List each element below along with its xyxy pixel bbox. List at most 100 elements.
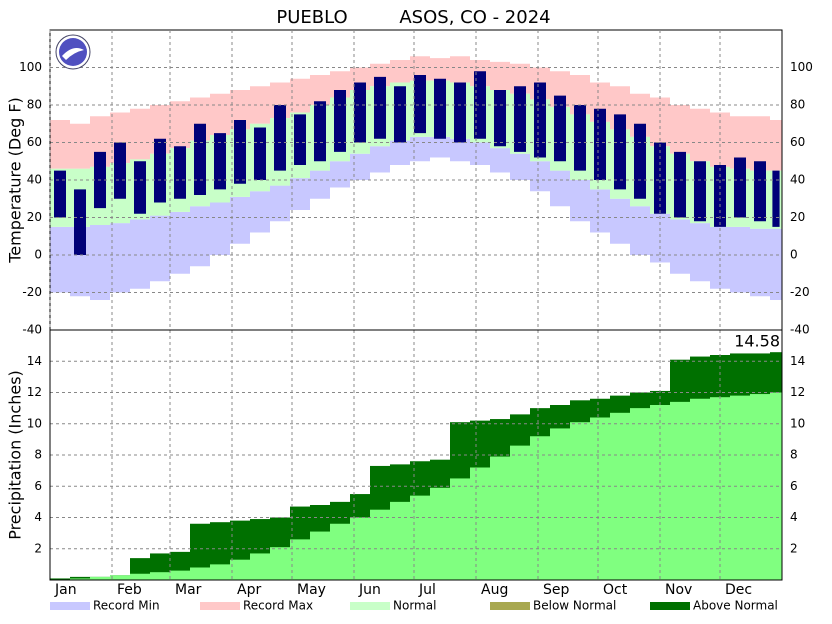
record-min-bar bbox=[530, 161, 550, 192]
noaa-logo bbox=[55, 34, 91, 70]
actual-bar bbox=[354, 82, 366, 143]
actual-bar bbox=[254, 127, 266, 180]
y-tick-label: 8 bbox=[34, 448, 42, 462]
y-tick-label-right: -20 bbox=[790, 285, 810, 299]
actual-bar bbox=[454, 82, 466, 143]
plot-frame bbox=[49, 329, 783, 581]
record-max-bar bbox=[430, 58, 450, 81]
precip-normal bbox=[570, 422, 590, 580]
record-min-bar bbox=[490, 148, 510, 173]
legend-swatch bbox=[200, 602, 240, 610]
record-min-bar bbox=[590, 189, 610, 233]
logo-bird bbox=[62, 48, 84, 60]
precip-normal bbox=[210, 564, 230, 580]
precip-normal bbox=[750, 394, 770, 580]
precip-normal bbox=[410, 495, 430, 580]
x-tick-label: Apr bbox=[237, 582, 261, 598]
station-name: PUEBLO bbox=[276, 7, 347, 28]
precip-normal bbox=[230, 559, 250, 580]
record-min-bar bbox=[770, 228, 782, 300]
record-min-bar bbox=[670, 219, 690, 274]
y-tick-label-right: 80 bbox=[790, 98, 805, 112]
precip-normal bbox=[670, 401, 690, 580]
chart-title: ASOS, CO - 2024 bbox=[399, 7, 550, 28]
actual-bar bbox=[634, 123, 646, 199]
record-min-bar bbox=[450, 138, 470, 162]
record-min-bar bbox=[570, 180, 590, 222]
precip-normal bbox=[470, 467, 490, 580]
x-tick-label: Aug bbox=[481, 582, 508, 598]
record-max-bar bbox=[230, 90, 250, 130]
legend-label: Record Min bbox=[93, 599, 160, 613]
y-tick-label: -20 bbox=[22, 285, 42, 299]
y-axis-label: Temperature (Deg F) bbox=[6, 97, 25, 264]
x-tick-label: Nov bbox=[665, 582, 692, 598]
precip-normal bbox=[390, 501, 410, 580]
x-tick-label: Jun bbox=[358, 582, 381, 598]
record-min-bar bbox=[390, 140, 410, 165]
precip-normal bbox=[550, 428, 570, 580]
record-min-bar bbox=[370, 146, 390, 173]
y-tick-label-right: 12 bbox=[790, 385, 805, 399]
y-tick-label: 14 bbox=[27, 354, 42, 368]
record-max-bar bbox=[130, 108, 150, 160]
precip-normal bbox=[590, 417, 610, 580]
precip-normal bbox=[90, 576, 110, 580]
precip-actual bbox=[50, 578, 70, 580]
record-min-bar bbox=[90, 225, 110, 300]
x-tick-label: Oct bbox=[603, 582, 628, 598]
precip-normal bbox=[250, 553, 270, 580]
record-min-bar bbox=[410, 136, 430, 162]
record-max-bar bbox=[750, 116, 770, 171]
record-max-bar bbox=[690, 108, 710, 162]
actual-bar bbox=[734, 157, 746, 218]
y-axis-label: Precipitation (Inches) bbox=[6, 370, 25, 540]
actual-bar bbox=[194, 123, 206, 195]
record-min-bar bbox=[750, 228, 770, 297]
precip-normal bbox=[70, 578, 90, 580]
record-min-bar bbox=[710, 226, 730, 289]
actual-bar bbox=[274, 105, 286, 171]
actual-bar bbox=[514, 86, 526, 152]
record-max-bar bbox=[770, 120, 782, 171]
record-min-bar bbox=[150, 215, 170, 282]
x-tick-label: Dec bbox=[725, 582, 752, 598]
actual-bar bbox=[294, 114, 306, 165]
actual-bar bbox=[772, 170, 780, 227]
record-min-bar bbox=[510, 153, 530, 180]
y-tick-label-right: 4 bbox=[790, 510, 798, 524]
precip-normal bbox=[110, 575, 130, 580]
x-tick-label: Jan bbox=[54, 582, 77, 598]
precip-normal bbox=[190, 567, 210, 580]
y-tick-label-right: 0 bbox=[790, 248, 798, 262]
record-max-bar bbox=[490, 61, 510, 90]
precip-normal bbox=[370, 509, 390, 580]
record-min-bar bbox=[550, 170, 570, 207]
legend-label: Normal bbox=[393, 599, 436, 613]
actual-bar bbox=[614, 114, 626, 190]
precip-normal bbox=[510, 445, 530, 580]
y-tick-label-right: -40 bbox=[790, 323, 810, 337]
record-min-bar bbox=[330, 161, 350, 188]
precip-normal bbox=[690, 398, 710, 580]
x-tick-label: Feb bbox=[117, 582, 142, 598]
legend-swatch bbox=[50, 602, 90, 610]
record-max-bar bbox=[210, 93, 230, 135]
record-min-bar bbox=[50, 226, 70, 293]
record-min-bar bbox=[470, 142, 490, 165]
precip-normal bbox=[430, 487, 450, 580]
record-min-bar bbox=[170, 211, 190, 274]
record-max-bar bbox=[70, 123, 90, 169]
precip-normal bbox=[490, 456, 510, 580]
precip-normal bbox=[270, 547, 290, 580]
legend-swatch bbox=[350, 602, 390, 610]
actual-bar bbox=[154, 138, 166, 203]
y-tick-label: 40 bbox=[27, 173, 42, 187]
record-max-bar bbox=[170, 101, 190, 149]
y-tick-label-right: 20 bbox=[790, 210, 805, 224]
y-tick-label-right: 60 bbox=[790, 135, 805, 149]
record-min-bar bbox=[630, 206, 650, 255]
precip-actual bbox=[190, 523, 210, 580]
y-tick-label-right: 14 bbox=[790, 354, 805, 368]
x-tick-label: Mar bbox=[175, 582, 202, 598]
